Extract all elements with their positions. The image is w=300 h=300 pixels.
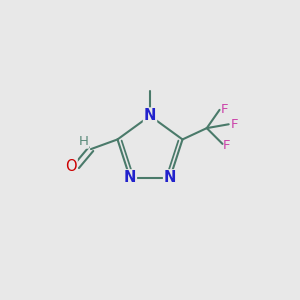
Text: N: N (164, 170, 176, 185)
Text: F: F (230, 118, 238, 131)
Text: N: N (144, 108, 156, 123)
Text: N: N (124, 170, 136, 185)
Text: H: H (79, 135, 88, 148)
Text: F: F (222, 139, 230, 152)
Text: F: F (221, 103, 229, 116)
Text: O: O (65, 159, 77, 174)
